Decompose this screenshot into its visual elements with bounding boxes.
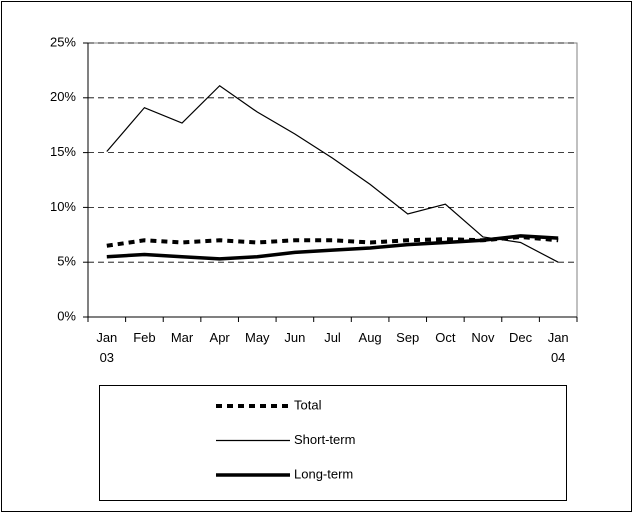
series-line <box>106 84 559 263</box>
x-tick-label-line: Jan <box>96 330 117 345</box>
y-tick-label: 15% <box>50 144 76 159</box>
x-tick-label: Dec <box>509 330 533 345</box>
x-tick-label: Apr <box>210 330 231 345</box>
x-tick-label-line: Jan <box>548 330 569 345</box>
x-tick-label-line: Jun <box>284 330 305 345</box>
x-tick-label: Jan 04 <box>548 330 569 365</box>
x-tick-label: Jan 03 <box>96 330 117 365</box>
legend-label: Long-term <box>294 466 353 481</box>
legend-label: Short-term <box>294 432 355 447</box>
x-tick-label-line: Apr <box>210 330 231 345</box>
x-tick-label: Feb <box>133 330 155 345</box>
x-tick-label-line: 04 <box>551 350 565 365</box>
x-tick-label-line: Jul <box>324 330 341 345</box>
x-tick-label: Sep <box>396 330 419 345</box>
x-tick-label-line: May <box>245 330 270 345</box>
y-tick-label: 5% <box>57 254 76 269</box>
x-tick-label: Mar <box>171 330 194 345</box>
x-tick-label-line: Aug <box>359 330 382 345</box>
legend-label: Total <box>294 397 322 412</box>
x-tick-label: Jul <box>324 330 341 345</box>
y-tick-label: 0% <box>57 308 76 323</box>
x-tick-label-line: Oct <box>435 330 456 345</box>
y-tick-label: 25% <box>50 34 76 49</box>
x-tick-label: Aug <box>359 330 382 345</box>
y-tick-label: 10% <box>50 199 76 214</box>
x-tick-label: Jun <box>284 330 305 345</box>
x-tick-label: May <box>245 330 270 345</box>
x-tick-label-line: Sep <box>396 330 419 345</box>
x-tick-label-line: Dec <box>509 330 533 345</box>
x-tick-label-line: Nov <box>471 330 495 345</box>
x-tick-label: Nov <box>471 330 495 345</box>
x-tick-label: Oct <box>435 330 456 345</box>
x-tick-label-line: 03 <box>100 350 114 365</box>
x-tick-label-line: Feb <box>133 330 155 345</box>
series-line <box>106 234 559 261</box>
y-tick-label: 20% <box>50 89 76 104</box>
x-tick-label-line: Mar <box>171 330 194 345</box>
legend-box <box>99 385 567 501</box>
